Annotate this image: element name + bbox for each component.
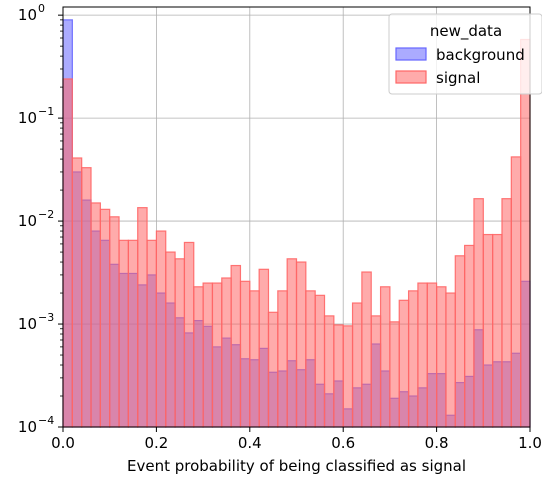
signal-bar: [323, 315, 335, 428]
legend-label-background: background: [436, 46, 525, 64]
signal-bar: [295, 261, 307, 428]
signal-bar: [333, 324, 344, 428]
signal-bar: [137, 207, 148, 428]
signal-bar: [211, 282, 223, 428]
signal-bar: [183, 241, 195, 428]
signal-bar: [492, 233, 503, 428]
y-tick-label-exponent: −3: [38, 311, 54, 324]
y-tick-label: 10: [18, 109, 37, 127]
x-tick-label: 0.6: [331, 434, 355, 452]
signal-bar: [230, 264, 242, 428]
legend-swatch-background: [395, 47, 427, 61]
signal-bar: [239, 280, 251, 428]
y-tick-label-exponent: −1: [38, 105, 54, 118]
signal-bar: [426, 282, 438, 428]
signal-bar: [118, 239, 129, 428]
x-tick-label: 0.0: [51, 434, 75, 452]
signal-bar: [286, 258, 298, 428]
signal-bar: [314, 294, 326, 428]
signal-bar: [258, 268, 270, 428]
signal-bar: [473, 198, 484, 428]
x-axis-label: Event probability of being classified as…: [127, 457, 466, 475]
signal-bar: [370, 315, 382, 428]
legend-title: new_data: [430, 22, 502, 41]
y-tick-label-exponent: −2: [38, 208, 54, 221]
signal-bar: [267, 311, 279, 428]
signal-bar: [155, 230, 167, 428]
signal-bar: [398, 299, 410, 428]
signal-bar: [277, 290, 288, 428]
x-tick-label: 0.8: [425, 434, 449, 452]
signal-bar: [454, 255, 466, 428]
signal-bar: [202, 282, 214, 428]
y-tick-label: 10: [18, 212, 37, 230]
signal-bar: [146, 239, 157, 428]
signal-bar: [351, 302, 363, 428]
signal-bar: [109, 216, 120, 428]
signal-bar: [99, 208, 111, 428]
y-tick-label-exponent: −4: [38, 414, 54, 427]
signal-bar: [249, 290, 260, 428]
plot-area-frame: [62, 6, 531, 428]
signal-bar: [436, 286, 447, 428]
signal-bar: [389, 321, 400, 428]
y-tick-label-exponent: 0: [38, 2, 45, 15]
signal-bar: [407, 290, 419, 428]
signal-bar: [90, 202, 101, 428]
legend-box: [388, 13, 542, 95]
signal-bar: [464, 244, 475, 428]
signal-bar: [193, 286, 204, 428]
signal-bar: [81, 167, 92, 428]
x-tick-label: 0.2: [144, 434, 168, 452]
legend-label-signal: signal: [436, 69, 480, 87]
signal-bar: [417, 282, 428, 428]
y-tick-label: 10: [18, 418, 37, 436]
legend-swatch-signal: [395, 70, 427, 84]
signal-bar: [520, 38, 531, 428]
signal-bar: [62, 78, 73, 428]
signal-bar: [445, 292, 456, 428]
signal-bar: [71, 157, 83, 428]
signal-bar: [361, 271, 372, 428]
signal-bar: [342, 325, 354, 428]
signal-bar: [127, 239, 139, 428]
signal-bar: [174, 258, 186, 428]
y-tick-label: 10: [18, 6, 37, 24]
y-tick-label: 10: [18, 315, 37, 333]
x-tick-label: 1.0: [518, 434, 542, 452]
signal-bar: [305, 290, 316, 428]
signal-bar: [165, 251, 176, 428]
signal-bar: [379, 286, 391, 428]
signal-bar: [510, 156, 522, 428]
signal-bar: [221, 277, 232, 428]
legend: new_data background signal: [388, 13, 542, 95]
series-signal: [62, 38, 531, 428]
signal-bar: [501, 198, 512, 428]
signal-bar: [482, 233, 494, 428]
x-tick-label: 0.4: [238, 434, 262, 452]
